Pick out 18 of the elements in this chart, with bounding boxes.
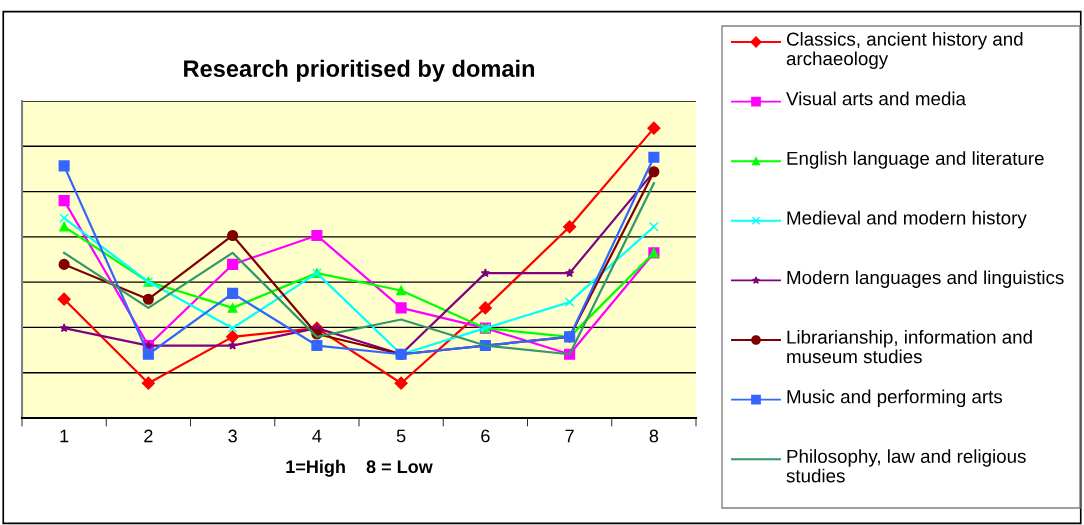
x-tick-label: 8 — [649, 429, 659, 443]
x-axis-title: 1=High 8 = Low — [286, 459, 433, 477]
legend-label: Music and performing arts — [787, 389, 1003, 408]
x-tick-label: 2 — [144, 429, 153, 443]
x-tick-label: 7 — [565, 429, 574, 443]
legend-label: Classics, ancient history and archaeology — [786, 32, 1023, 69]
x-tick-label: 4 — [312, 429, 322, 443]
chart-title: Research prioritised by domain — [184, 59, 535, 82]
x-tick-label: 6 — [481, 429, 490, 443]
x-tick-label: 5 — [396, 429, 406, 443]
legend-label: Visual arts and media — [786, 91, 966, 106]
legend-label: Librarianship, information and museum studies — [787, 330, 1032, 364]
legend-label: English language and literature — [787, 151, 1044, 169]
legend-label: Modern languages and linguistics — [787, 270, 1064, 288]
legend-label: Medieval and modern history — [787, 210, 1027, 229]
x-tick-label: 3 — [228, 429, 237, 443]
legend-label: Philosophy, law and religious studies — [786, 449, 1026, 483]
x-tick-label: 1 — [60, 429, 69, 443]
